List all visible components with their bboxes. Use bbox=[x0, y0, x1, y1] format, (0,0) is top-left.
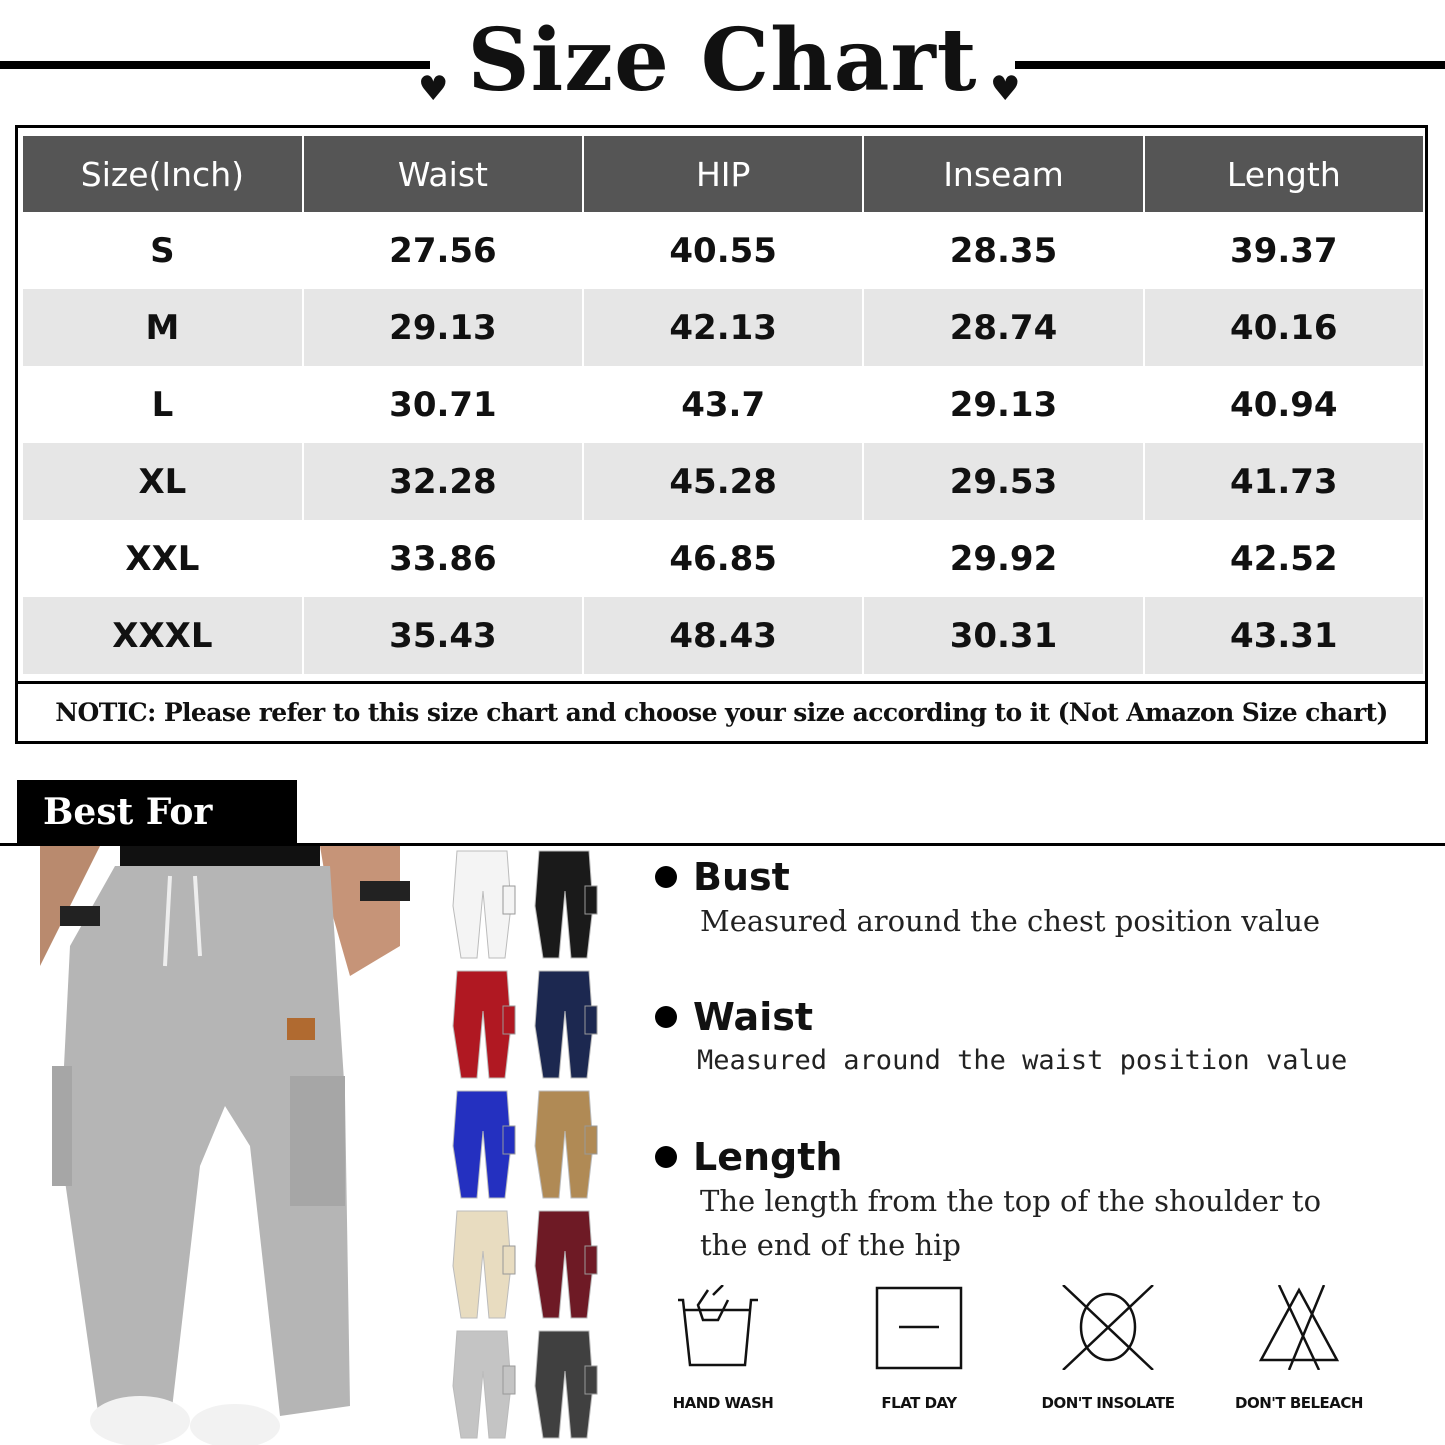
table-cell: 33.86 bbox=[389, 538, 497, 579]
table-cell: 28.74 bbox=[864, 289, 1143, 366]
size-table: Size(Inch) Waist HIP Inseam Length S 27.5… bbox=[15, 125, 1428, 744]
header-inseam: Inseam bbox=[864, 136, 1143, 212]
table-cell: 30.71 bbox=[389, 384, 497, 425]
care-dont-insolate: DON'T INSOLATE bbox=[1033, 1284, 1183, 1412]
best-for-you-label: Best For You bbox=[17, 780, 297, 897]
header-waist: Waist bbox=[303, 136, 583, 212]
table-cell: 43.31 bbox=[1144, 597, 1423, 674]
color-variants-grid bbox=[445, 846, 605, 1445]
table-row: XXL 33.86 46.85 29.92 42.52 bbox=[23, 520, 1423, 597]
feature-desc: The length from the top of the shoulder … bbox=[700, 1184, 1322, 1218]
table-cell: S bbox=[150, 230, 175, 271]
title-rule-left bbox=[0, 61, 430, 69]
table-row: XXXL 35.43 48.43 30.31 43.31 bbox=[23, 597, 1423, 674]
feature-desc: Measured around the chest position value bbox=[700, 904, 1321, 938]
color-variant-pants[interactable] bbox=[527, 1206, 602, 1324]
table-cell: 28.35 bbox=[949, 230, 1058, 271]
color-variant-pants[interactable] bbox=[445, 1326, 520, 1444]
care-flat-dry: FLAT DAY bbox=[844, 1285, 994, 1412]
care-hand-wash: HAND WASH bbox=[648, 1284, 798, 1412]
divider bbox=[0, 843, 1445, 846]
color-variant-pants[interactable] bbox=[527, 966, 602, 1084]
color-variant-pants[interactable] bbox=[527, 1326, 602, 1444]
table-cell: 27.56 bbox=[389, 230, 497, 271]
table-cell: M bbox=[23, 289, 302, 366]
feature-title: Bust bbox=[655, 855, 1320, 899]
title-rule-right bbox=[1015, 61, 1445, 69]
color-variant-pants[interactable] bbox=[527, 1086, 602, 1204]
color-variant-pants[interactable] bbox=[445, 846, 520, 964]
table-cell: 29.13 bbox=[303, 289, 583, 366]
notice-text: NOTIC: Please refer to this size chart a… bbox=[18, 681, 1425, 741]
color-variant-pants[interactable] bbox=[445, 1206, 520, 1324]
table-cell: 40.16 bbox=[1144, 289, 1423, 366]
page-title: Size Chart bbox=[467, 10, 978, 111]
do-not-sun-dry-icon bbox=[1062, 1284, 1154, 1371]
do-not-bleach-icon bbox=[1258, 1284, 1340, 1371]
feature-desc: the end of the hip bbox=[700, 1228, 961, 1262]
table-cell: 41.73 bbox=[1144, 443, 1423, 520]
table-cell: L bbox=[151, 384, 174, 425]
table-cell: 32.28 bbox=[303, 443, 583, 520]
model-pants-photo bbox=[0, 846, 420, 1445]
header-hip: HIP bbox=[584, 136, 863, 212]
heart-icon: ♥ bbox=[418, 69, 449, 109]
table-cell: 40.94 bbox=[1230, 384, 1338, 425]
feature-bust: Bust Measured around the chest position … bbox=[655, 855, 1320, 943]
table-cell: 48.43 bbox=[584, 597, 863, 674]
table-row: XL 32.28 45.28 29.53 41.73 bbox=[23, 443, 1423, 520]
table-cell: 46.85 bbox=[669, 538, 777, 579]
feature-title: Waist bbox=[655, 995, 1347, 1039]
table-cell: 40.55 bbox=[669, 230, 777, 271]
table-cell: XXXL bbox=[23, 597, 302, 674]
feature-length: Length The length from the top of the sh… bbox=[655, 1135, 1321, 1267]
table-cell: 42.13 bbox=[584, 289, 863, 366]
table-cell: 45.28 bbox=[584, 443, 863, 520]
flat-dry-icon bbox=[875, 1286, 963, 1370]
table-row: M 29.13 42.13 28.74 40.16 bbox=[23, 289, 1423, 366]
color-variant-pants[interactable] bbox=[445, 1086, 520, 1204]
table-header-row: Size(Inch) Waist HIP Inseam Length bbox=[23, 136, 1423, 212]
header-size: Size(Inch) bbox=[23, 136, 302, 212]
color-variant-pants[interactable] bbox=[445, 966, 520, 1084]
feature-waist: Waist Measured around the waist position… bbox=[655, 995, 1347, 1083]
table-row: S 27.56 40.55 28.35 39.37 bbox=[23, 212, 1423, 289]
header-length: Length bbox=[1144, 136, 1423, 212]
feature-title: Length bbox=[655, 1135, 1321, 1179]
table-cell: 29.53 bbox=[864, 443, 1143, 520]
table-cell: 29.92 bbox=[949, 538, 1058, 579]
table-cell: 30.31 bbox=[864, 597, 1143, 674]
color-variant-pants[interactable] bbox=[527, 846, 602, 964]
table-cell: 29.13 bbox=[949, 384, 1058, 425]
feature-desc: Measured around the waist position value bbox=[697, 1045, 1348, 1076]
table-cell: 35.43 bbox=[303, 597, 583, 674]
table-row: L 30.71 43.7 29.13 40.94 bbox=[23, 366, 1423, 443]
hand-wash-icon bbox=[678, 1284, 758, 1367]
table-cell: 42.52 bbox=[1230, 538, 1338, 579]
table-cell: XL bbox=[23, 443, 302, 520]
care-dont-bleach: DON'T BELEACH bbox=[1224, 1284, 1374, 1412]
heart-icon: ♥ bbox=[990, 69, 1021, 109]
table-cell: 39.37 bbox=[1230, 230, 1338, 271]
table-cell: XXL bbox=[125, 538, 200, 579]
table-cell: 43.7 bbox=[681, 384, 766, 425]
